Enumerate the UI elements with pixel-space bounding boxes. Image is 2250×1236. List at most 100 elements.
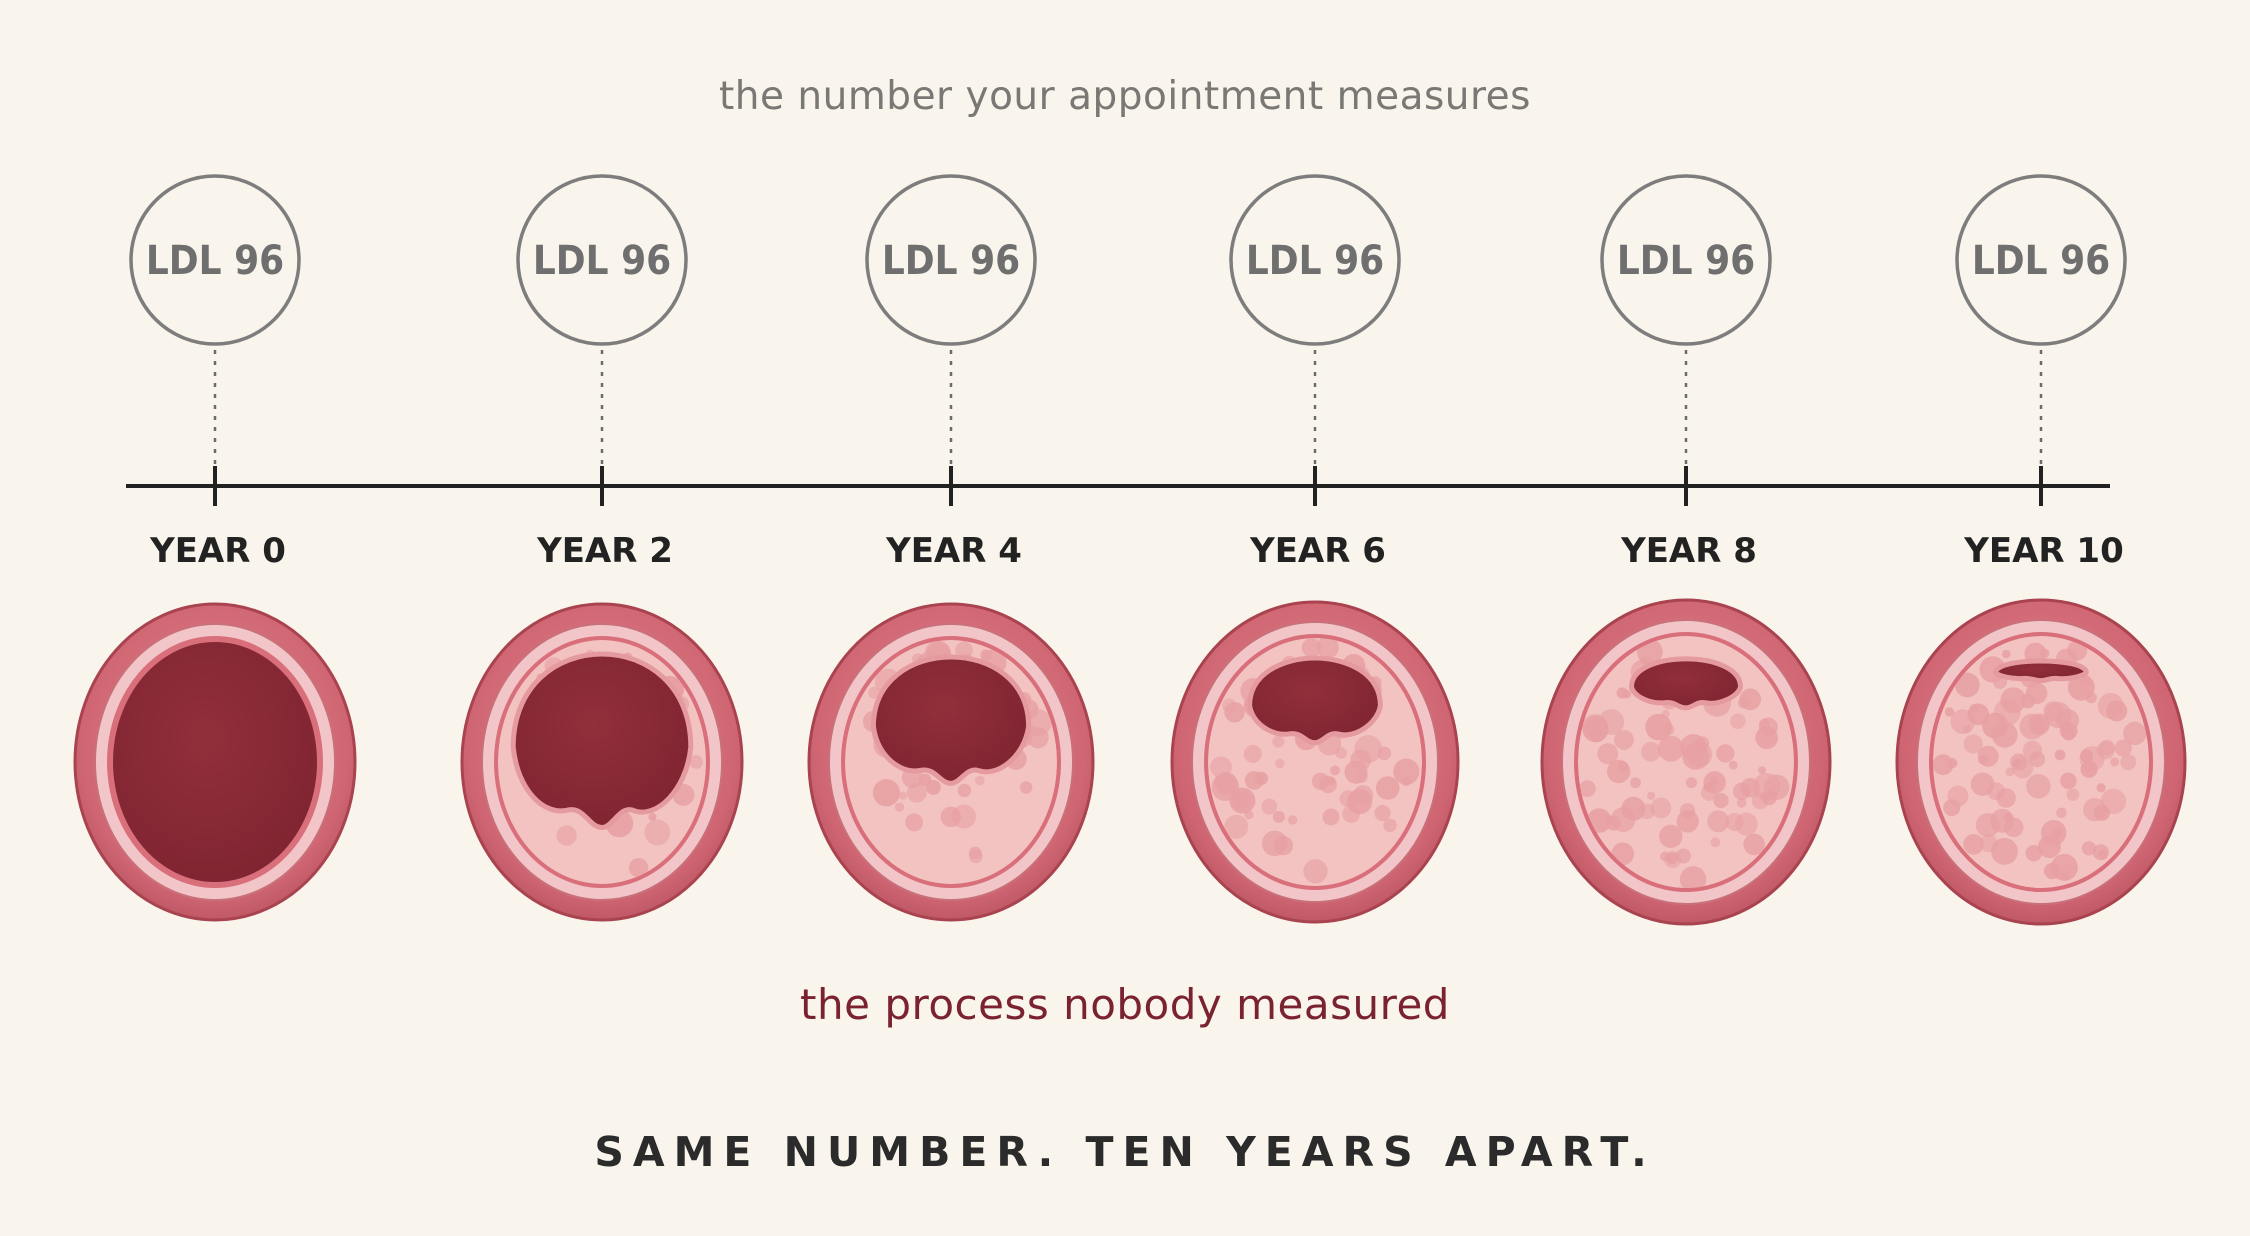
plaque-blob — [1647, 791, 1656, 800]
plaque-blob — [1736, 798, 1747, 808]
plaque-blob — [1610, 807, 1636, 832]
plaque-blob — [1963, 734, 1983, 754]
plaque-blob — [1375, 776, 1400, 800]
plaque-blob — [1757, 766, 1767, 775]
plaque-blob — [2081, 675, 2091, 684]
ldl-bubble — [1600, 174, 1772, 346]
plaque-blob — [1316, 638, 1339, 659]
artery-cross-section — [460, 602, 744, 922]
plaque-blob — [1244, 810, 1254, 820]
plaque-blob — [2026, 774, 2051, 799]
artery-cross-section — [1170, 600, 1460, 924]
plaque-blob — [1732, 782, 1751, 801]
plaque-blob — [689, 755, 703, 769]
plaque-blob — [1996, 788, 2016, 808]
plaque-blob — [1335, 747, 1347, 759]
plaque-blob — [1261, 798, 1278, 815]
ldl-label: LDL 96 — [533, 238, 671, 284]
plaque-blob — [1709, 776, 1719, 785]
plaque-blob — [1679, 866, 1707, 888]
plaque-blob — [2066, 788, 2080, 801]
ldl-bubble — [516, 174, 688, 346]
plaque-blob — [2123, 721, 2147, 746]
plaque-blob — [2044, 701, 2072, 728]
plaque-blob — [868, 686, 881, 699]
plaque-blob — [2097, 849, 2109, 860]
plaque-blob — [1743, 833, 1765, 856]
plaque-blob — [1662, 723, 1675, 736]
plaque-blob — [1224, 814, 1249, 839]
plaque-blob — [1716, 744, 1735, 763]
plaque-blob — [1685, 777, 1698, 789]
plaque-blob — [2099, 739, 2115, 756]
plaque-blob — [905, 813, 924, 832]
plaque-blob — [1377, 746, 1392, 761]
plaque-blob — [1660, 851, 1670, 862]
plaque-blob — [1272, 735, 1285, 748]
plaque-blob — [2110, 757, 2120, 767]
plaque-blob — [940, 806, 961, 827]
plaque-blob — [2050, 853, 2078, 881]
ldl-bubble — [129, 174, 301, 346]
plaque-blob — [1675, 848, 1691, 864]
top-caption: the number your appointment measures — [718, 74, 1531, 119]
ldl-label: LDL 96 — [882, 238, 1020, 284]
plaque-blob — [1211, 773, 1240, 801]
plaque-blob — [556, 825, 577, 846]
plaque-blob — [2000, 687, 2027, 714]
plaque-blob — [1661, 709, 1670, 718]
plaque-blob — [1725, 812, 1744, 832]
year-label: YEAR 6 — [1249, 531, 1386, 571]
artery-lumen — [1247, 655, 1383, 746]
plaque-blob — [2025, 844, 2043, 862]
plaque-blob — [1322, 808, 1340, 826]
ldl-label: LDL 96 — [1972, 238, 2110, 284]
ldl-label: LDL 96 — [1617, 238, 1755, 284]
plaque-blob — [957, 783, 972, 798]
plaque-blob — [2114, 739, 2132, 757]
plaque-blob — [1597, 743, 1619, 765]
plaque-blob — [1352, 785, 1374, 806]
plaque-blob — [2083, 797, 2107, 822]
plaque-blob — [2081, 841, 2097, 856]
artery-lumen — [1628, 656, 1744, 711]
plaque-blob — [2029, 751, 2046, 768]
plaque-blob — [1933, 754, 1954, 776]
plaque-blob — [1707, 810, 1730, 833]
plaque-blob — [1222, 698, 1237, 713]
artery-cross-section — [1540, 598, 1832, 926]
timeline-point: LDL 96 YEAR 10 — [1895, 174, 2187, 926]
year-label: YEAR 4 — [885, 531, 1022, 571]
plaque-blob — [2019, 713, 2046, 740]
plaque-blob — [925, 780, 941, 795]
plaque-blob — [1659, 824, 1683, 848]
timeline-point: LDL 96 YEAR 8 — [1540, 174, 1832, 926]
ldl-bubble — [1955, 174, 2127, 346]
plaque-blob — [1303, 859, 1328, 884]
plaque-blob — [1730, 713, 1746, 730]
plaque-blob — [1963, 725, 1972, 734]
plaque-blob — [1977, 745, 1999, 767]
plaque-blob — [1944, 707, 1955, 717]
artery-cross-section — [73, 602, 357, 922]
plaque-blob — [1383, 818, 1397, 833]
year-label: YEAR 8 — [1620, 531, 1757, 571]
artery-lumen — [113, 642, 317, 882]
plaque-blob — [2005, 767, 2015, 777]
plaque-blob — [2060, 772, 2077, 790]
plaque-blob — [1728, 760, 1738, 770]
plaque-blob — [2020, 693, 2036, 709]
plaque-blob — [872, 779, 901, 807]
plaque-blob — [1582, 715, 1609, 743]
plaque-blob — [1301, 638, 1322, 658]
plaque-blob — [1243, 744, 1262, 763]
plaque-blob — [1617, 760, 1629, 773]
artery-cross-section — [1895, 598, 2187, 926]
plaque-blob — [628, 858, 649, 878]
plaque-blob — [1950, 709, 1976, 734]
plaque-blob — [2120, 754, 2137, 771]
plaque-blob — [2097, 692, 2124, 719]
plaque-blob — [906, 782, 927, 803]
